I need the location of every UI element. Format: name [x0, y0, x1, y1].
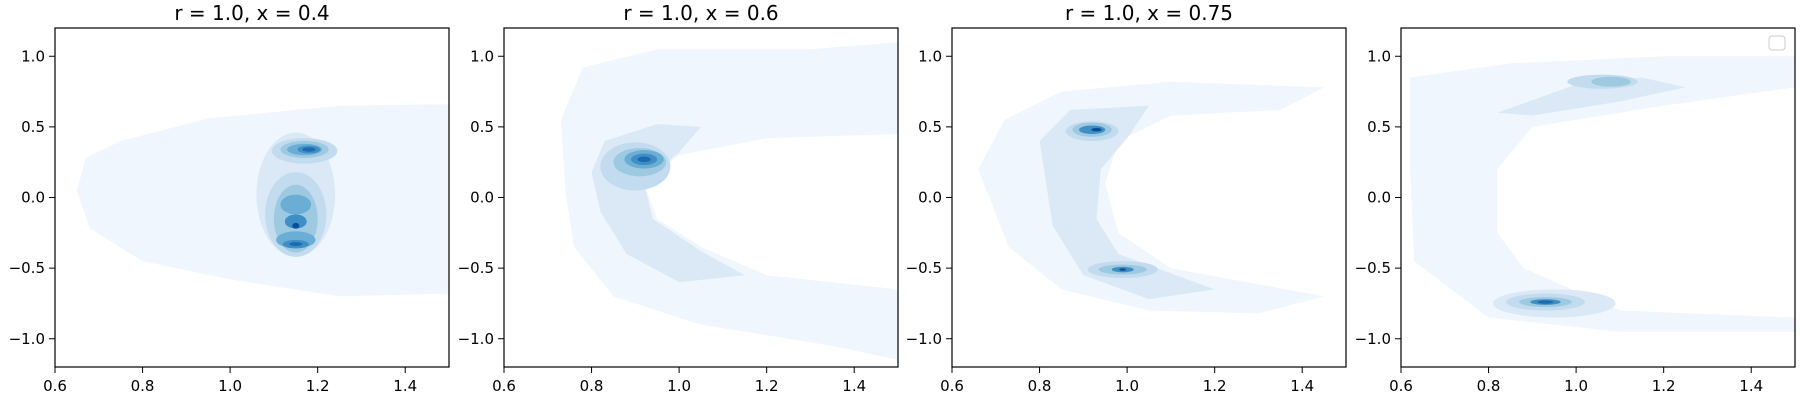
contour-fill: [1409, 56, 1795, 332]
density-contour-level-7: [292, 222, 300, 229]
x-tick-label: 0.6: [940, 377, 964, 395]
y-tick-label: 0.5: [21, 118, 45, 136]
y-tick-label: 0.0: [918, 189, 942, 207]
y-tick-label: 0.5: [918, 118, 942, 136]
y-tick-label: 0.0: [1367, 189, 1391, 207]
y-tick-label: 1.0: [918, 47, 942, 65]
panel-title: r = 1.0, x = 0.4: [174, 1, 329, 25]
x-tick-label: 1.2: [1652, 377, 1676, 395]
legend-box: [1768, 35, 1786, 51]
density-contour-level-5: [284, 214, 307, 229]
y-tick-label: 0.5: [1367, 118, 1391, 136]
y-tick-label: 1.0: [470, 47, 494, 65]
density-contour-level-7: [1119, 268, 1127, 271]
y-tick-label: 0.0: [21, 189, 45, 207]
panel-1: 0.6 0.8 1.0 1.2 1.4 −1.0 −0.5 0.0 0.5 1.0 r = 1.0,…: [9, 1, 450, 395]
density-contour-level-1: [1039, 105, 1215, 300]
y-tick-label: −1.0: [458, 330, 494, 348]
y-tick-label: 1.0: [21, 47, 45, 65]
contour-fill: [978, 81, 1325, 314]
x-tick-label: 0.6: [492, 377, 516, 395]
y-tick-label: −1.0: [906, 330, 942, 348]
density-contour-level-6: [289, 242, 303, 247]
y-tick-label: −0.5: [1355, 259, 1391, 277]
y-tick-label: −0.5: [458, 259, 494, 277]
density-contour-level-7: [1091, 128, 1102, 132]
density-contour-level-0: [1409, 56, 1795, 332]
x-tick-label: 0.8: [1028, 377, 1052, 395]
x-tick-label: 0.6: [1389, 377, 1413, 395]
x-tick-label: 1.0: [1115, 377, 1139, 395]
panel-2: 0.6 0.8 1.0 1.2 1.4 −1.0 −0.5 0.0 0.5 1.0 r = 1.0,…: [458, 1, 899, 395]
x-tick-label: 0.8: [580, 377, 604, 395]
y-tick-label: 1.0: [1367, 47, 1391, 65]
x-tick-label: 1.2: [1203, 377, 1227, 395]
x-tick-label: 0.8: [1477, 377, 1501, 395]
density-contour-level-6: [637, 156, 651, 163]
y-tick-label: −1.0: [1355, 330, 1391, 348]
x-tick-label: 1.2: [755, 377, 779, 395]
panel-3: 0.6 0.8 1.0 1.2 1.4 −1.0 −0.5 0.0 0.5 1.0 r = 1.0,…: [906, 1, 1347, 395]
y-tick-label: −0.5: [906, 259, 942, 277]
x-tick-label: 1.0: [1564, 377, 1588, 395]
x-tick-label: 0.6: [43, 377, 67, 395]
x-tick-label: 1.4: [393, 377, 417, 395]
x-tick-label: 1.0: [218, 377, 242, 395]
density-contour-level-3: [1591, 76, 1631, 87]
panel-title: r = 1.0, x = 0.75: [1065, 1, 1233, 25]
density-contour-level-0: [560, 42, 898, 360]
x-tick-label: 0.8: [131, 377, 155, 395]
panel-title: r = 1.0, x = 0.6: [623, 1, 778, 25]
y-tick-label: 0.5: [470, 118, 494, 136]
y-tick-label: 0.0: [470, 189, 494, 207]
density-contour-level-6: [302, 147, 316, 152]
density-contour-level-4: [280, 194, 312, 215]
panel-4: 0.6 0.8 1.0 1.2 1.4 −1.0 −0.5 0.0 0.5 1.0: [1355, 27, 1796, 395]
contour-fill: [76, 104, 449, 297]
x-tick-label: 1.0: [667, 377, 691, 395]
y-tick-label: −1.0: [9, 330, 45, 348]
x-tick-label: 1.2: [306, 377, 330, 395]
x-tick-label: 1.4: [842, 377, 866, 395]
panels: 0.6 0.8 1.0 1.2 1.4 −1.0 −0.5 0.0 0.5 1.0 r = 1.0,…: [9, 1, 1796, 395]
x-tick-label: 1.4: [1290, 377, 1314, 395]
x-tick-label: 1.4: [1739, 377, 1763, 395]
density-contour-level-6: [1537, 300, 1554, 304]
y-tick-label: −0.5: [9, 259, 45, 277]
contour-fill: [560, 42, 898, 360]
density-contour-level-1: [1497, 77, 1686, 116]
